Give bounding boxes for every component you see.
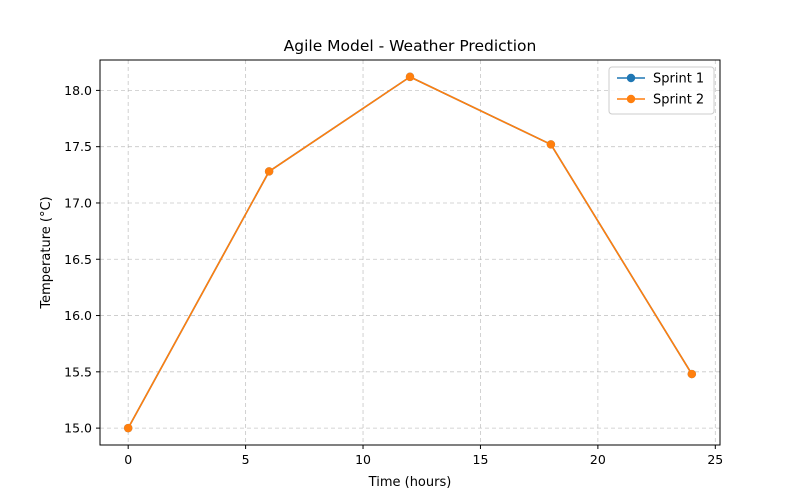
y-axis-label: Temperature (°C) (39, 196, 54, 309)
y-tick-label: 18.0 (64, 83, 92, 98)
chart-title: Agile Model - Weather Prediction (284, 37, 537, 55)
data-point (264, 167, 274, 176)
data-point (405, 72, 415, 82)
ticks: 0 5 10 15 20 25 15.0 15.5 16.0 16.5 17.0 17.5 18.0 (64, 83, 723, 467)
legend-label: Sprint 2 (653, 93, 704, 108)
axes-frame (99, 59, 721, 446)
x-tick-label: 0 (124, 452, 132, 467)
series-2 (123, 72, 697, 433)
data-point (687, 369, 697, 379)
y-tick-label: 16.5 (64, 252, 92, 267)
legend-item: Sprint 1 (617, 72, 704, 87)
x-tick-label: 25 (707, 452, 723, 467)
x-axis-label: Time (hours) (368, 475, 452, 490)
y-tick-label: 17.5 (64, 139, 92, 154)
data-point (546, 140, 556, 149)
legend-label: Sprint 1 (653, 72, 704, 87)
legend: Sprint 1 Sprint 2 (608, 66, 715, 115)
legend-item: Sprint 2 (617, 93, 704, 108)
y-tick-label: 16.0 (64, 308, 92, 323)
grid (100, 60, 720, 445)
x-tick-label: 5 (242, 452, 250, 467)
legend-marker (626, 73, 636, 83)
y-tick-label: 17.0 (64, 195, 92, 210)
y-tick-label: 15.0 (64, 421, 92, 436)
x-tick-label: 20 (590, 452, 606, 467)
series-layer (123, 72, 697, 433)
legend-marker (626, 94, 636, 104)
x-tick-label: 15 (473, 452, 489, 467)
x-tick-label: 10 (355, 452, 371, 467)
data-point (123, 423, 133, 433)
y-tick-label: 15.5 (64, 364, 92, 379)
